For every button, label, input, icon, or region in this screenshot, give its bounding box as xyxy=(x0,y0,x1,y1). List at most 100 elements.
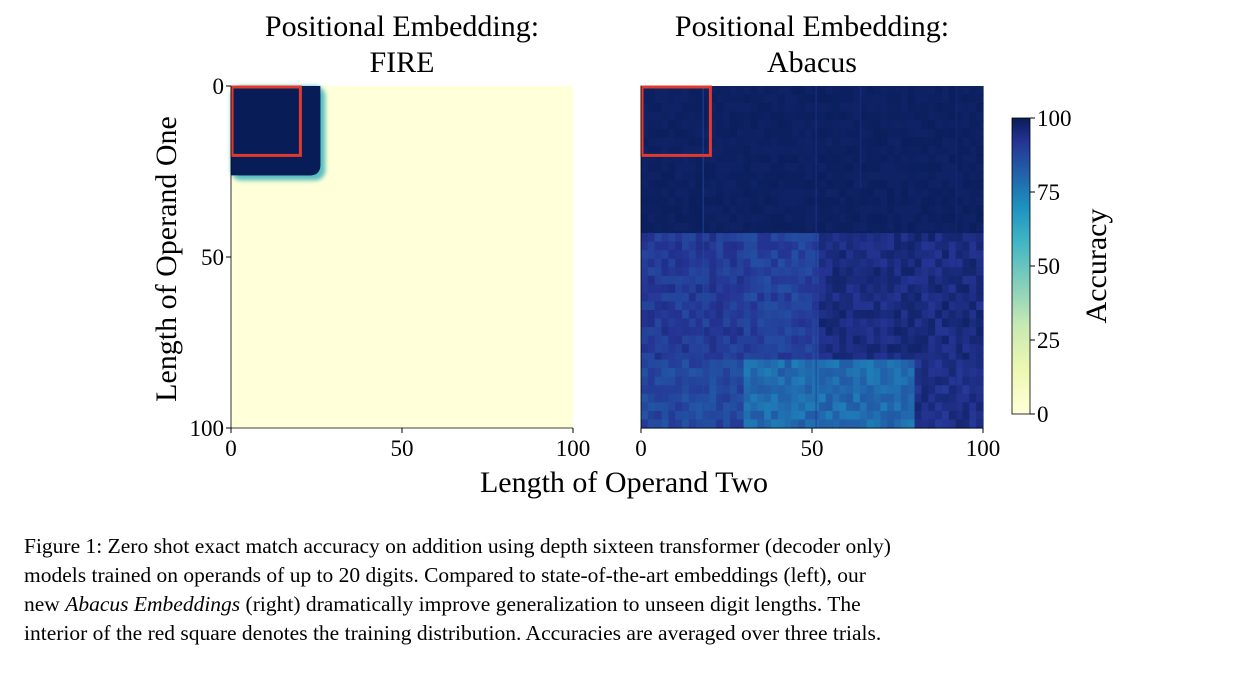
abacus-cell xyxy=(941,233,950,243)
abacus-cell xyxy=(668,145,676,155)
abacus-cell xyxy=(941,214,950,224)
abacus-cell xyxy=(709,385,717,395)
abacus-cell xyxy=(647,120,656,130)
abacus-cell xyxy=(709,284,717,294)
abacus-cell xyxy=(688,275,697,285)
abacus-cell xyxy=(853,385,861,395)
abacus-cell xyxy=(668,205,676,215)
abacus-cell xyxy=(647,103,656,113)
abacus-cell xyxy=(641,284,649,294)
abacus-cell xyxy=(839,154,847,164)
abacus-cell xyxy=(682,393,690,403)
abacus-cell xyxy=(702,385,710,395)
abacus-cell xyxy=(736,145,745,155)
abacus-cell xyxy=(825,359,834,369)
abacus-cell xyxy=(784,301,793,311)
abacus-cell xyxy=(825,419,834,429)
abacus-cell xyxy=(757,376,765,386)
abacus-streak xyxy=(955,86,958,428)
abacus-cell xyxy=(853,171,861,181)
abacus-cell xyxy=(688,267,697,277)
abacus-cell xyxy=(880,376,888,386)
abacus-cell xyxy=(654,376,663,386)
abacus-cell xyxy=(791,103,799,113)
abacus-cell xyxy=(921,352,929,361)
abacus-cell xyxy=(928,402,936,412)
abacus-cell xyxy=(688,188,697,198)
abacus-cell xyxy=(777,359,786,369)
abacus-cell xyxy=(921,410,929,421)
colorbar-tick-label: 50 xyxy=(1037,254,1060,279)
abacus-cell xyxy=(839,335,847,345)
abacus-cell xyxy=(900,188,909,198)
abacus-cell xyxy=(647,128,656,138)
abacus-cell xyxy=(654,402,663,412)
abacus-cell xyxy=(791,376,799,386)
abacus-cell xyxy=(921,128,929,138)
abacus-cell xyxy=(777,86,786,96)
abacus-cell xyxy=(880,137,888,147)
abacus-cell xyxy=(675,359,683,369)
abacus-cell xyxy=(948,94,957,104)
abacus-cell xyxy=(675,385,683,395)
abacus-heatmap: Positional Embedding: Abacus 0 50 100 xyxy=(635,10,1000,461)
abacus-cell xyxy=(859,162,868,173)
abacus-cell xyxy=(907,128,916,138)
abacus-cell xyxy=(736,120,745,130)
abacus-cell xyxy=(709,359,717,369)
abacus-cell xyxy=(976,197,984,207)
abacus-cell xyxy=(695,171,704,181)
abacus-cell xyxy=(716,162,724,173)
abacus-cell xyxy=(880,335,888,345)
abacus-cell xyxy=(853,301,861,311)
abacus-cell xyxy=(894,171,902,181)
abacus-cell xyxy=(839,128,847,138)
abacus-cell xyxy=(675,419,683,429)
abacus-cell xyxy=(688,205,697,215)
abacus-cell xyxy=(818,310,827,320)
abacus-cell xyxy=(921,258,929,268)
abacus-cell xyxy=(729,197,738,207)
abacus-cell xyxy=(825,402,834,412)
abacus-cell xyxy=(654,359,663,369)
abacus-cell xyxy=(928,301,936,311)
abacus-cell xyxy=(743,310,752,320)
abacus-cell xyxy=(880,111,888,121)
abacus-cell xyxy=(641,145,649,155)
abacus-cell xyxy=(668,258,676,268)
abacus-cell xyxy=(894,120,902,130)
training-distribution-box xyxy=(230,85,302,157)
abacus-cell xyxy=(907,327,916,337)
abacus-cell xyxy=(723,267,731,277)
abacus-cell xyxy=(935,111,943,121)
abacus-cell xyxy=(880,419,888,429)
abacus-cell xyxy=(716,145,724,155)
abacus-cell xyxy=(941,419,950,429)
abacus-cell xyxy=(969,292,977,303)
abacus-cell xyxy=(757,267,765,277)
abacus-cell xyxy=(941,86,950,96)
abacus-cell xyxy=(757,205,765,215)
abacus-cell xyxy=(880,233,888,243)
abacus-cell xyxy=(935,267,943,277)
abacus-cell xyxy=(914,233,923,243)
abacus-cell xyxy=(955,128,964,138)
abacus-cell xyxy=(723,103,731,113)
abacus-cell xyxy=(941,197,950,207)
abacus-cell xyxy=(907,352,916,361)
abacus-cell xyxy=(955,385,964,395)
abacus-cell xyxy=(688,352,697,361)
abacus-cell xyxy=(900,352,909,361)
abacus-cell xyxy=(743,145,752,155)
abacus-cell xyxy=(859,410,868,421)
abacus-cell xyxy=(948,250,957,260)
abacus-cell xyxy=(675,154,683,164)
abacus-cell xyxy=(914,86,923,96)
caption-line-3-prefix: new xyxy=(24,592,66,616)
abacus-cell xyxy=(668,86,676,96)
abacus-cell xyxy=(941,222,950,232)
abacus-cell xyxy=(784,128,793,138)
abacus-cell xyxy=(894,410,902,421)
abacus-cell xyxy=(647,137,656,147)
abacus-cell xyxy=(682,352,690,361)
